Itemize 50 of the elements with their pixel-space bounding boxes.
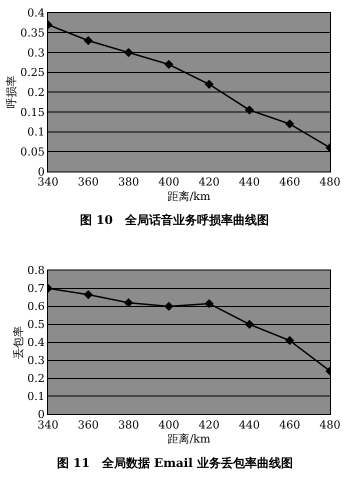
y-tick-label: 0.2 xyxy=(27,86,45,100)
x-tick-label: 480 xyxy=(320,418,340,432)
x-tick-label: 440 xyxy=(238,176,260,189)
y-tick-label: 0.4 xyxy=(27,336,45,350)
y-axis-title: 呼损率 xyxy=(4,76,18,109)
y-tick-label: 0.8 xyxy=(27,264,45,278)
y-tick-label: 0.1 xyxy=(27,126,45,139)
x-tick-label: 400 xyxy=(158,176,180,189)
x-tick-label: 440 xyxy=(238,418,260,432)
y-tick-label: 0.3 xyxy=(27,46,45,60)
y-tick-label: 0.35 xyxy=(20,26,45,40)
point xyxy=(124,48,134,58)
y-axis-title: 丢包率 xyxy=(12,326,25,359)
point xyxy=(285,336,294,346)
point xyxy=(84,290,93,300)
point xyxy=(204,80,214,89)
y-tick-label: 0.7 xyxy=(27,282,45,296)
y-tick-label: 0.4 xyxy=(27,6,45,20)
x-tick-label: 340 xyxy=(38,176,58,189)
x-axis-title: 距离/km xyxy=(168,190,211,203)
x-tick-label: 400 xyxy=(158,418,180,432)
point xyxy=(285,119,294,128)
text: 图 10 全局话音业务呼损率曲线图 xyxy=(80,213,269,227)
x-tick-label: 380 xyxy=(118,176,140,189)
y-tick-label: 0.25 xyxy=(20,66,45,80)
point xyxy=(84,36,93,46)
x-tick-label: 460 xyxy=(279,176,300,189)
point xyxy=(164,302,174,311)
x-tick-label: 360 xyxy=(78,176,99,189)
y-tick-label: 0 xyxy=(38,165,45,178)
point xyxy=(204,299,214,308)
text: 图 11 全局数据 Email 业务丢包率曲线图 xyxy=(57,456,293,470)
y-tick-label: 0.6 xyxy=(27,300,45,314)
point xyxy=(244,320,254,329)
y-tick-label: 0.1 xyxy=(27,390,45,404)
x-tick-label: 420 xyxy=(198,176,220,189)
x-tick-label: 420 xyxy=(198,418,220,432)
y-tick-label: 0.15 xyxy=(20,106,45,119)
y-tick-label: 0.05 xyxy=(20,146,45,159)
x-tick-label: 460 xyxy=(279,418,300,432)
point xyxy=(244,106,254,115)
x-tick-label: 360 xyxy=(78,418,99,432)
x-tick-label: 480 xyxy=(320,176,340,189)
y-tick-label: 0.5 xyxy=(27,318,45,332)
x-tick-label: 380 xyxy=(118,418,140,432)
y-tick-label: 0.3 xyxy=(27,354,45,368)
y-tick-label: 0.2 xyxy=(27,372,45,386)
point xyxy=(164,60,174,69)
x-axis-title: 距离/km xyxy=(168,432,211,446)
point xyxy=(124,298,134,308)
